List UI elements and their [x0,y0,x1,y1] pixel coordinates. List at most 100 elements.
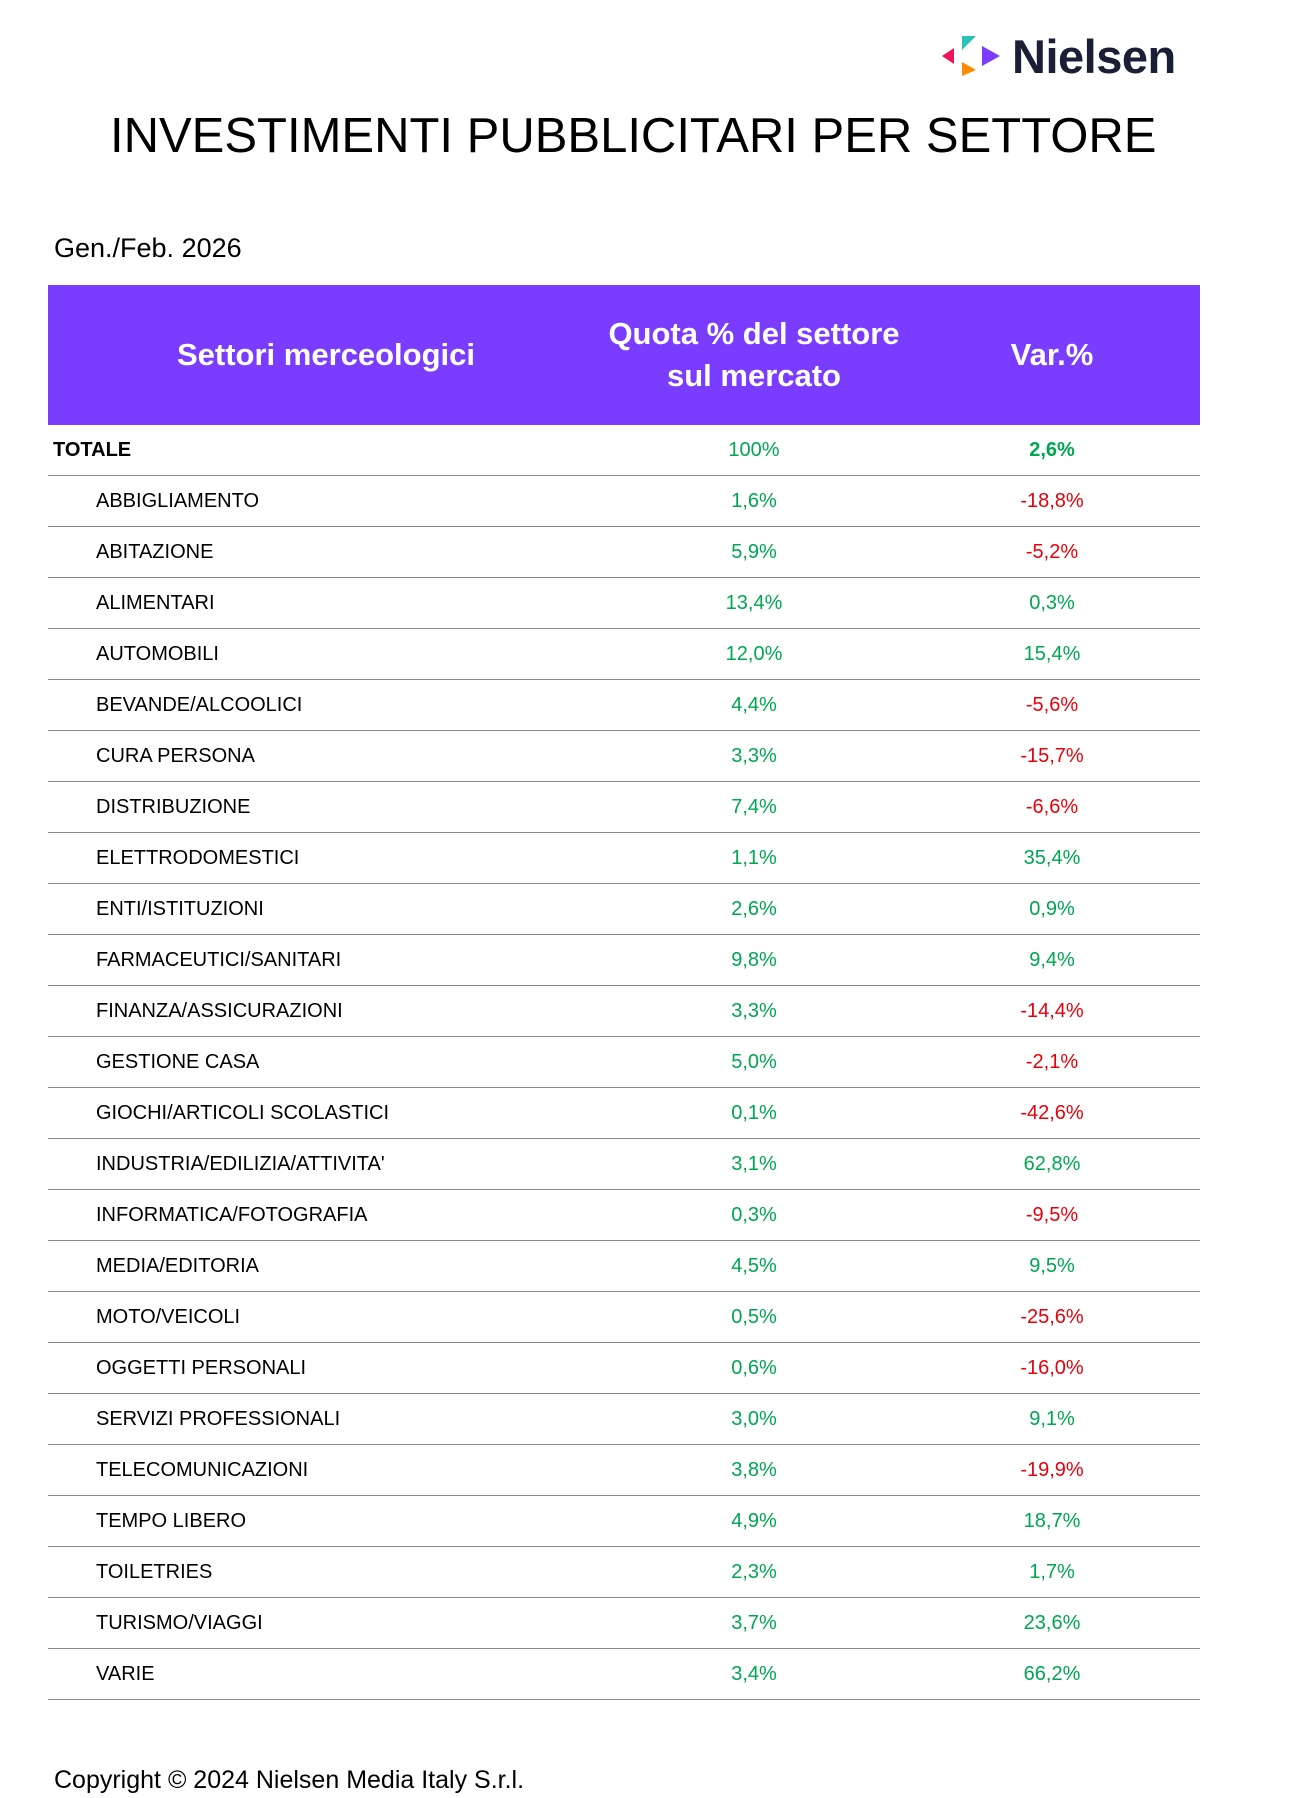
row-share: 4,5% [731,1254,777,1277]
row-change: -14,4% [1020,999,1084,1022]
row-share: 12,0% [725,642,783,665]
row-name: FINANZA/ASSICURAZIONI [96,999,343,1022]
table-row: SERVIZI PROFESSIONALI 3,0% 9,1% [48,1394,1200,1445]
row-name: TELECOMUNICAZIONI [96,1458,309,1481]
row-name: GESTIONE CASA [96,1050,260,1073]
row-name: ALIMENTARI [96,591,215,614]
row-change: 2,6% [1029,438,1075,461]
row-name: TOTALE [53,438,132,461]
row-share: 3,4% [731,1662,777,1685]
row-name: ABBIGLIAMENTO [96,489,260,512]
table-row: VARIE 3,4% 66,2% [48,1649,1200,1700]
row-share: 9,8% [731,948,777,971]
row-name: TEMPO LIBERO [96,1509,247,1532]
table-body: ABBIGLIAMENTO 1,6% -18,8% ABITAZIONE 5,9% -5,… [48,476,1200,1700]
table-header: Settori merceologici Quota % del settore… [48,285,1200,425]
table-row: INFORMATICA/FOTOGRAFIA 0,3% -9,5% [48,1190,1200,1241]
row-change: -25,6% [1020,1305,1084,1328]
table-row: ABITAZIONE 5,9% -5,2% [48,527,1200,578]
row-change: 0,3% [1029,591,1075,614]
table-row: TEMPO LIBERO 4,9% 18,7% [48,1496,1200,1547]
row-name: ABITAZIONE [96,540,214,563]
period-label: Gen./Feb. 2026 [54,233,242,263]
row-change: 35,4% [1023,846,1081,869]
row-change: -6,6% [1025,795,1079,818]
row-name: TURISMO/VIAGGI [96,1611,263,1634]
row-share: 0,5% [731,1305,777,1328]
table-row: BEVANDE/ALCOOLICI 4,4% -5,6% [48,680,1200,731]
row-share: 13,4% [725,591,783,614]
table-row-total: TOTALE 100% 2,6% [48,425,1200,476]
table-row: TURISMO/VIAGGI 3,7% 23,6% [48,1598,1200,1649]
row-name: MEDIA/EDITORIA [96,1254,259,1277]
row-share: 0,6% [731,1356,777,1379]
column-header-change: Var.% [1010,337,1094,372]
row-share: 3,3% [731,999,777,1022]
nielsen-logo: Nielsen [940,28,1176,84]
row-name: GIOCHI/ARTICOLI SCOLASTICI [96,1101,390,1124]
row-name: INFORMATICA/FOTOGRAFIA [96,1203,368,1226]
row-share: 7,4% [731,795,777,818]
row-change: 1,7% [1029,1560,1075,1583]
table-row: MOTO/VEICOLI 0,5% -25,6% [48,1292,1200,1343]
table-row: MEDIA/EDITORIA 4,5% 9,5% [48,1241,1200,1292]
row-name: DISTRIBUZIONE [96,795,251,818]
row-share: 1,1% [731,846,777,869]
column-header-sector: Settori merceologici [176,337,476,372]
row-change: 9,5% [1029,1254,1075,1277]
table-row: OGGETTI PERSONALI 0,6% -16,0% [48,1343,1200,1394]
row-share: 3,0% [731,1407,777,1430]
row-share: 0,1% [731,1101,777,1124]
page-title: INVESTIMENTI PUBBLICITARI PER SETTORE [110,109,1157,163]
row-change: -5,2% [1025,540,1079,563]
row-name: CURA PERSONA [96,744,255,767]
row-share: 4,4% [731,693,777,716]
row-change: -5,6% [1025,693,1079,716]
row-change: 23,6% [1023,1611,1081,1634]
row-change: -42,6% [1020,1101,1084,1124]
row-name: ENTI/ISTITUZIONI [96,897,264,920]
row-name: MOTO/VEICOLI [96,1305,241,1328]
row-change: 9,4% [1029,948,1075,971]
row-change: -18,8% [1020,489,1084,512]
row-change: -2,1% [1025,1050,1079,1073]
row-share: 4,9% [731,1509,777,1532]
row-name: SERVIZI PROFESSIONALI [96,1407,341,1430]
row-name: FARMACEUTICI/SANITARI [96,948,342,971]
brand-name: Nielsen [1012,29,1176,83]
table-row: FARMACEUTICI/SANITARI 9,8% 9,4% [48,935,1200,986]
column-header-share: Quota % del settore sul mercato [608,316,900,393]
row-share: 100% [728,438,780,461]
row-name: TOILETRIES [96,1560,213,1583]
table-row: CURA PERSONA 3,3% -15,7% [48,731,1200,782]
table-row: TELECOMUNICAZIONI 3,8% -19,9% [48,1445,1200,1496]
sector-table: Settori merceologici Quota % del settore… [48,285,1200,1700]
row-share: 1,6% [731,489,777,512]
table-row: GESTIONE CASA 5,0% -2,1% [48,1037,1200,1088]
row-share: 3,8% [731,1458,777,1481]
row-share: 0,3% [731,1203,777,1226]
row-name: INDUSTRIA/EDILIZIA/ATTIVITA' [96,1152,385,1175]
row-change: 66,2% [1023,1662,1081,1685]
row-change: 9,1% [1029,1407,1075,1430]
table-row: ELETTRODOMESTICI 1,1% 35,4% [48,833,1200,884]
row-name: ELETTRODOMESTICI [96,846,300,869]
row-change: 18,7% [1023,1509,1081,1532]
row-name: VARIE [96,1662,155,1685]
row-change: -9,5% [1025,1203,1079,1226]
row-name: AUTOMOBILI [96,642,219,665]
row-share: 5,9% [731,540,777,563]
table-row: ENTI/ISTITUZIONI 2,6% 0,9% [48,884,1200,935]
row-share: 2,3% [731,1560,777,1583]
row-share: 3,1% [731,1152,777,1175]
copyright: Copyright © 2024 Nielsen Media Italy S.r… [54,1766,525,1794]
row-share: 3,7% [731,1611,777,1634]
row-change: 15,4% [1023,642,1081,665]
row-change: -16,0% [1020,1356,1084,1379]
table-row: FINANZA/ASSICURAZIONI 3,3% -14,4% [48,986,1200,1037]
row-name: OGGETTI PERSONALI [96,1356,307,1379]
table-row: AUTOMOBILI 12,0% 15,4% [48,629,1200,680]
row-change: 0,9% [1029,897,1075,920]
table-row: ALIMENTARI 13,4% 0,3% [48,578,1200,629]
table-row: INDUSTRIA/EDILIZIA/ATTIVITA' 3,1% 62,8% [48,1139,1200,1190]
